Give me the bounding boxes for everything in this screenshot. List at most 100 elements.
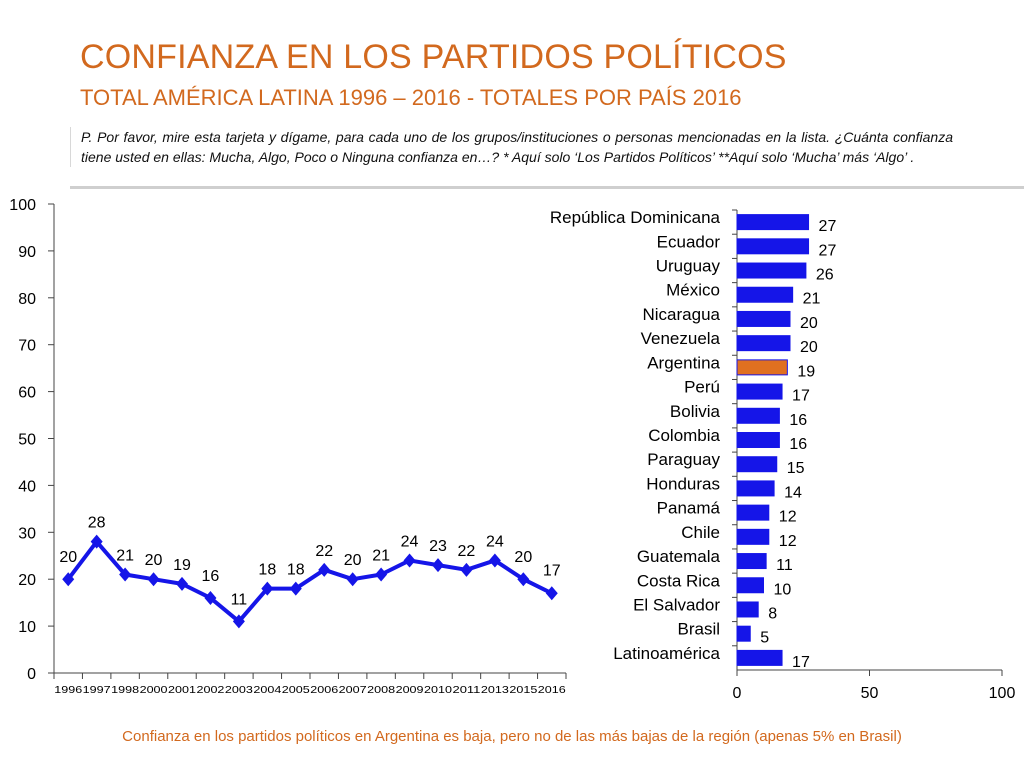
bar-value-label: 20	[800, 339, 818, 356]
bar-category-label: Nicaragua	[643, 305, 721, 324]
data-point	[488, 553, 501, 568]
bar	[736, 577, 764, 594]
x-tick-label: 2007	[339, 684, 367, 696]
bar-value-label: 10	[774, 581, 792, 598]
y-tick-label: 10	[18, 619, 36, 636]
x-tick-label: 2002	[196, 684, 224, 696]
bar	[736, 383, 783, 400]
data-point	[517, 572, 530, 587]
bar-x-tick-label: 100	[989, 685, 1016, 702]
bar-value-label: 20	[800, 315, 818, 332]
bar-value-label: 27	[819, 218, 837, 235]
data-point	[90, 534, 103, 549]
survey-question: P. Por favor, mire esta tarjeta y dígame…	[70, 127, 953, 167]
y-tick-label: 60	[18, 385, 36, 402]
bar-x-tick-label: 50	[861, 685, 879, 702]
data-label: 24	[486, 533, 504, 550]
bar-value-label: 26	[816, 267, 834, 284]
bar-category-label: Bolivia	[670, 402, 721, 421]
x-tick-label: 2009	[396, 684, 424, 696]
bar-value-label: 11	[776, 557, 793, 574]
bar-category-label: México	[666, 281, 720, 300]
bar-category-label: Brasil	[677, 620, 720, 639]
x-tick-label: 2008	[367, 684, 395, 696]
bar	[736, 553, 767, 570]
data-label: 28	[88, 515, 106, 532]
data-label: 17	[543, 562, 561, 579]
data-label: 20	[59, 549, 77, 566]
bar-category-label: Colombia	[648, 426, 720, 445]
x-tick-label: 2004	[253, 684, 281, 696]
x-tick-label: 1998	[111, 684, 139, 696]
data-label: 11	[231, 591, 248, 608]
bar-category-label: Ecuador	[657, 232, 721, 251]
data-label: 21	[116, 548, 134, 565]
bar-value-label: 16	[789, 412, 807, 429]
x-tick-label: 2006	[310, 684, 338, 696]
x-tick-label: 2005	[282, 684, 310, 696]
bar-value-label: 5	[760, 630, 769, 647]
bar-category-label: Honduras	[646, 474, 720, 493]
data-label: 21	[372, 548, 390, 565]
bar-category-label: Uruguay	[656, 257, 721, 276]
x-tick-label: 1996	[54, 684, 82, 696]
x-tick-label: 2001	[168, 684, 196, 696]
bar-value-label: 21	[803, 291, 821, 308]
x-tick-label: 2000	[140, 684, 168, 696]
data-point	[232, 614, 245, 629]
bar-category-label: Argentina	[647, 353, 720, 372]
page-subtitle: TOTAL AMÉRICA LATINA 1996 – 2016 - TOTAL…	[80, 85, 742, 110]
bar-category-label: Venezuela	[641, 329, 721, 348]
bar-value-label: 12	[779, 509, 797, 526]
bar-value-label: 17	[792, 388, 810, 405]
x-tick-label: 2010	[424, 684, 452, 696]
series-line	[66, 539, 553, 624]
x-tick-label: 1997	[83, 684, 111, 696]
separator	[70, 186, 1024, 189]
data-label: 18	[258, 562, 276, 579]
x-tick-label: 2016	[538, 684, 566, 696]
bar	[736, 649, 783, 666]
bar-category-label: Guatemala	[637, 547, 721, 566]
data-label: 20	[514, 549, 532, 566]
data-point	[346, 572, 359, 587]
data-label: 19	[173, 557, 191, 574]
bar-value-label: 17	[792, 654, 810, 671]
x-tick-label: 2011	[452, 684, 480, 696]
bar-category-label: Chile	[681, 523, 720, 542]
data-label: 22	[458, 543, 476, 560]
data-label: 20	[344, 552, 362, 569]
data-point	[432, 558, 444, 573]
bar-value-label: 14	[784, 484, 802, 501]
y-tick-label: 80	[18, 291, 36, 308]
bar-category-label: El Salvador	[633, 595, 720, 614]
data-point	[62, 572, 75, 587]
data-point	[204, 590, 217, 605]
y-tick-label: 20	[18, 572, 36, 589]
y-tick-label: 30	[18, 525, 36, 542]
bar-value-label: 16	[789, 436, 807, 453]
data-point	[375, 567, 388, 582]
bar	[736, 504, 770, 521]
data-point	[261, 581, 274, 596]
bar	[736, 214, 810, 231]
bar-category-label: Paraguay	[647, 450, 720, 469]
bar	[736, 625, 751, 642]
x-tick-label: 2013	[481, 684, 509, 696]
bar	[736, 359, 788, 376]
x-tick-label: 2003	[225, 684, 253, 696]
y-tick-label: 70	[18, 338, 36, 355]
data-label: 18	[287, 562, 305, 579]
bar-value-label: 19	[797, 363, 815, 380]
bar	[736, 480, 775, 497]
bar-value-label: 27	[819, 242, 837, 259]
data-label: 22	[315, 543, 333, 560]
data-point	[460, 562, 473, 577]
bar-category-label: Perú	[684, 378, 720, 397]
y-tick-label: 0	[27, 666, 36, 683]
bar	[736, 286, 794, 303]
bar-category-label: Costa Rica	[637, 571, 721, 590]
bar-category-label: República Dominicana	[550, 208, 721, 227]
bar	[736, 432, 780, 448]
